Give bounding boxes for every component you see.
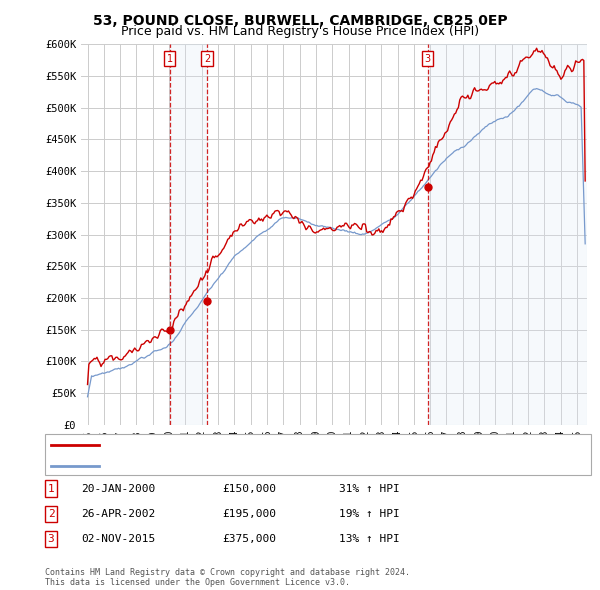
Text: £375,000: £375,000 [222,535,276,544]
Text: 3: 3 [47,535,55,544]
Text: 2: 2 [204,54,210,64]
Text: £150,000: £150,000 [222,484,276,493]
Text: 3: 3 [424,54,431,64]
Text: Price paid vs. HM Land Registry's House Price Index (HPI): Price paid vs. HM Land Registry's House … [121,25,479,38]
Text: 1: 1 [47,484,55,493]
Text: 20-JAN-2000: 20-JAN-2000 [81,484,155,493]
Text: 02-NOV-2015: 02-NOV-2015 [81,535,155,544]
Text: 31% ↑ HPI: 31% ↑ HPI [339,484,400,493]
Text: Contains HM Land Registry data © Crown copyright and database right 2024.
This d: Contains HM Land Registry data © Crown c… [45,568,410,587]
Text: 2: 2 [47,509,55,519]
Bar [428,44,587,425]
Text: £195,000: £195,000 [222,509,276,519]
Text: 1: 1 [167,54,173,64]
Text: 19% ↑ HPI: 19% ↑ HPI [339,509,400,519]
Text: 13% ↑ HPI: 13% ↑ HPI [339,535,400,544]
Text: 53, POUND CLOSE, BURWELL, CAMBRIDGE, CB25 0EP: 53, POUND CLOSE, BURWELL, CAMBRIDGE, CB2… [92,14,508,28]
Text: 53, POUND CLOSE, BURWELL, CAMBRIDGE, CB25 0EP (detached house): 53, POUND CLOSE, BURWELL, CAMBRIDGE, CB2… [105,440,456,450]
Text: HPI: Average price, detached house, East Cambridgeshire: HPI: Average price, detached house, East… [105,461,388,471]
Text: 26-APR-2002: 26-APR-2002 [81,509,155,519]
Bar [170,44,207,425]
